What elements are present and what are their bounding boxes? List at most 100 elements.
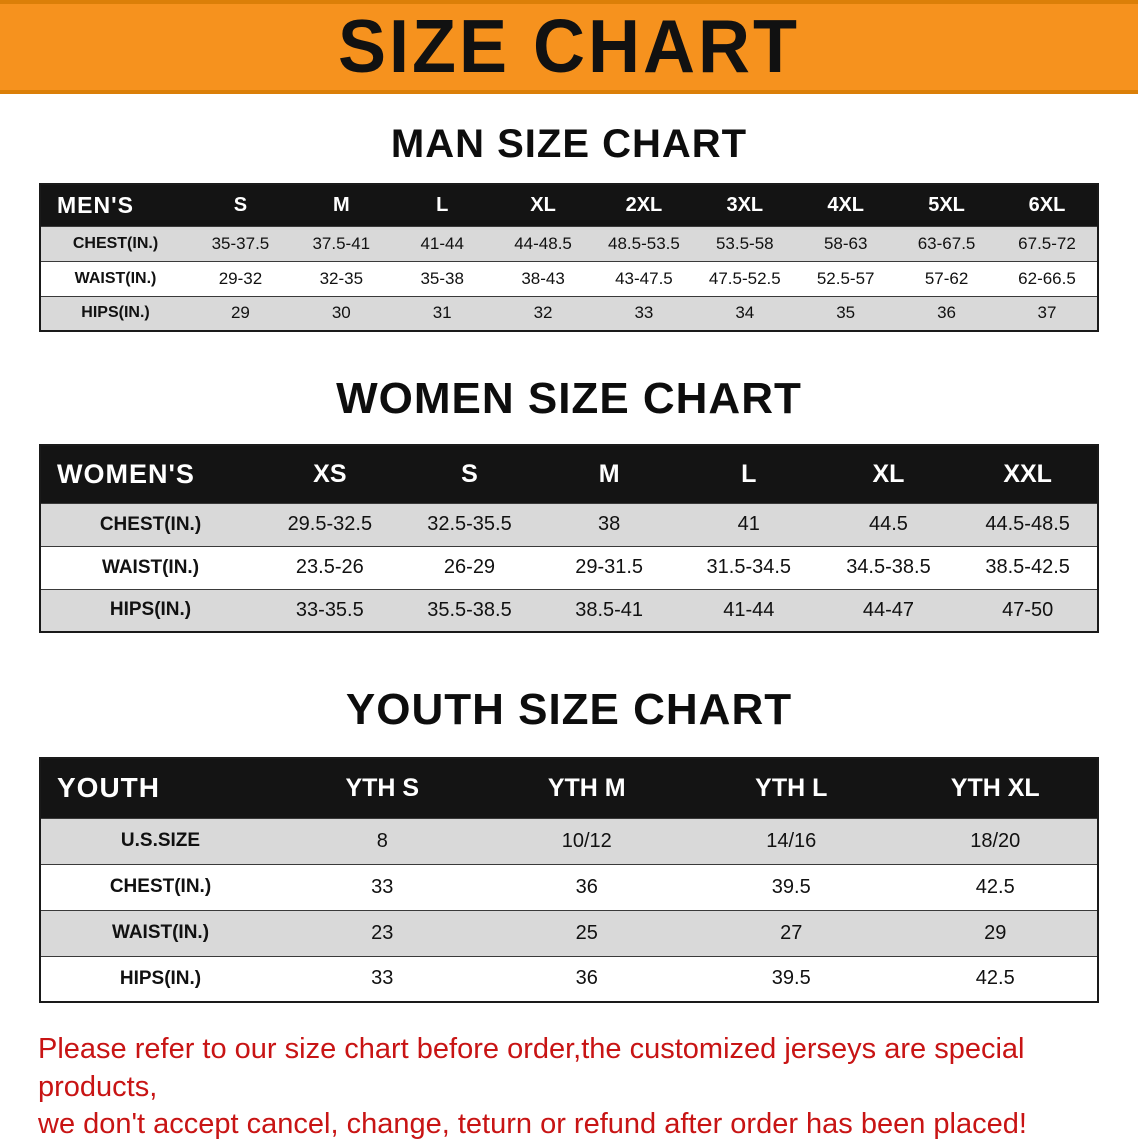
size-value: 58-63 bbox=[795, 225, 897, 261]
disclaimer: Please refer to our size chart before or… bbox=[38, 1031, 1100, 1144]
size-value: 33 bbox=[593, 295, 695, 331]
size-value: 33 bbox=[280, 955, 485, 1002]
size-value: 44-48.5 bbox=[492, 225, 594, 261]
youth-size-table: YOUTH YTH S YTH M YTH L YTH XL U.S.SIZE 8 10/12… bbox=[39, 757, 1099, 1003]
size-value: 44-47 bbox=[818, 588, 959, 632]
size-column-header: M bbox=[290, 184, 392, 226]
size-value: 42.5 bbox=[893, 955, 1098, 1002]
size-value: 44.5 bbox=[818, 502, 959, 546]
row-label: HIPS(IN.) bbox=[40, 955, 280, 1002]
size-column-header: XL bbox=[818, 445, 959, 503]
men-size-table: MEN'S S M L XL 2XL 3XL 4XL 5XL 6XL CHEST(IN.) 35-37… bbox=[39, 183, 1099, 332]
size-value: 26-29 bbox=[399, 545, 540, 589]
size-value: 30 bbox=[290, 295, 392, 331]
size-column-header: M bbox=[539, 445, 679, 503]
table-title-cell: WOMEN'S bbox=[40, 445, 260, 503]
size-value: 38.5-41 bbox=[539, 588, 679, 632]
size-value: 62-66.5 bbox=[997, 260, 1098, 296]
table-row: WAIST(IN.) 29-32 32-35 35-38 38-43 43-47.5 47.… bbox=[40, 260, 1098, 296]
size-value: 36 bbox=[484, 863, 689, 910]
size-value: 41-44 bbox=[678, 588, 819, 632]
row-label: U.S.SIZE bbox=[40, 817, 280, 864]
size-value: 8 bbox=[280, 817, 485, 864]
row-label: HIPS(IN.) bbox=[40, 295, 190, 331]
size-value: 31.5-34.5 bbox=[678, 545, 819, 589]
size-column-header: S bbox=[190, 184, 291, 226]
size-value: 34.5-38.5 bbox=[818, 545, 959, 589]
header-row: WOMEN'S XS S M L XL XXL bbox=[40, 445, 1098, 503]
size-value: 41-44 bbox=[391, 225, 493, 261]
size-value: 43-47.5 bbox=[593, 260, 695, 296]
men-size-section: MAN SIZE CHART MEN'S S M L XL 2XL 3XL 4XL 5XL 6XL… bbox=[0, 122, 1138, 332]
size-value: 35 bbox=[795, 295, 897, 331]
size-value: 37 bbox=[997, 295, 1098, 331]
size-value: 44.5-48.5 bbox=[958, 502, 1098, 546]
row-label: CHEST(IN.) bbox=[40, 863, 280, 910]
size-chart-banner: SIZE CHART bbox=[0, 0, 1138, 94]
size-value: 52.5-57 bbox=[795, 260, 897, 296]
size-column-header: 4XL bbox=[795, 184, 897, 226]
size-value: 35.5-38.5 bbox=[399, 588, 540, 632]
header-row: MEN'S S M L XL 2XL 3XL 4XL 5XL 6XL bbox=[40, 184, 1098, 226]
size-value: 48.5-53.5 bbox=[593, 225, 695, 261]
size-column-header: 5XL bbox=[896, 184, 997, 226]
women-size-section: WOMEN SIZE CHART WOMEN'S XS S M L XL XXL CHEST(… bbox=[0, 374, 1138, 633]
size-value: 47-50 bbox=[958, 588, 1098, 632]
table-title-cell: MEN'S bbox=[40, 184, 190, 226]
size-column-header: 2XL bbox=[593, 184, 695, 226]
size-value: 42.5 bbox=[893, 863, 1098, 910]
youth-size-table-wrap: YOUTH YTH S YTH M YTH L YTH XL U.S.SIZE 8 10/12… bbox=[0, 757, 1138, 1003]
youth-section-heading: YOUTH SIZE CHART bbox=[345, 685, 793, 734]
size-value: 63-67.5 bbox=[896, 225, 997, 261]
table-row: CHEST(IN.) 29.5-32.5 32.5-35.5 38 41 44.5 44.5… bbox=[40, 502, 1098, 546]
table-row: HIPS(IN.) 29 30 31 32 33 34 35 36 37 bbox=[40, 295, 1098, 331]
size-value: 53.5-58 bbox=[694, 225, 796, 261]
size-value: 35-37.5 bbox=[190, 225, 291, 261]
size-value: 23.5-26 bbox=[260, 545, 400, 589]
row-label: WAIST(IN.) bbox=[40, 260, 190, 296]
women-size-table: WOMEN'S XS S M L XL XXL CHEST(IN.) 29.5-32.5 32.5… bbox=[39, 444, 1099, 633]
size-value: 32-35 bbox=[290, 260, 392, 296]
size-value: 35-38 bbox=[391, 260, 493, 296]
size-value: 14/16 bbox=[689, 817, 894, 864]
size-column-header: S bbox=[399, 445, 540, 503]
women-section-heading: WOMEN SIZE CHART bbox=[336, 374, 802, 423]
header-row: YOUTH YTH S YTH M YTH L YTH XL bbox=[40, 758, 1098, 818]
table-title-cell: YOUTH bbox=[40, 758, 280, 818]
size-value: 33 bbox=[280, 863, 485, 910]
size-value: 32 bbox=[492, 295, 594, 331]
table-row: CHEST(IN.) 33 36 39.5 42.5 bbox=[40, 863, 1098, 910]
table-row: CHEST(IN.) 35-37.5 37.5-41 41-44 44-48.5 48.5… bbox=[40, 225, 1098, 261]
size-value: 36 bbox=[896, 295, 997, 331]
size-column-header: XL bbox=[492, 184, 594, 226]
size-value: 18/20 bbox=[893, 817, 1098, 864]
row-label: CHEST(IN.) bbox=[40, 502, 260, 546]
size-column-header: 6XL bbox=[997, 184, 1098, 226]
size-value: 29 bbox=[190, 295, 291, 331]
row-label: CHEST(IN.) bbox=[40, 225, 190, 261]
size-value: 33-35.5 bbox=[260, 588, 400, 632]
size-column-header: YTH S bbox=[280, 758, 485, 818]
size-value: 29 bbox=[893, 909, 1098, 956]
size-value: 31 bbox=[391, 295, 493, 331]
size-value: 41 bbox=[678, 502, 819, 546]
size-value: 10/12 bbox=[484, 817, 689, 864]
size-column-header: L bbox=[391, 184, 493, 226]
size-column-header: 3XL bbox=[694, 184, 796, 226]
men-size-table-wrap: MEN'S S M L XL 2XL 3XL 4XL 5XL 6XL CHEST(IN.) 35-37… bbox=[0, 183, 1138, 332]
size-value: 34 bbox=[694, 295, 796, 331]
size-value: 39.5 bbox=[689, 955, 894, 1002]
youth-size-section: YOUTH SIZE CHART YOUTH YTH S YTH M YTH L YTH… bbox=[0, 685, 1138, 1003]
size-value: 37.5-41 bbox=[290, 225, 392, 261]
table-row: HIPS(IN.) 33 36 39.5 42.5 bbox=[40, 955, 1098, 1002]
table-row: HIPS(IN.) 33-35.5 35.5-38.5 38.5-41 41-44 44-… bbox=[40, 588, 1098, 632]
women-size-table-wrap: WOMEN'S XS S M L XL XXL CHEST(IN.) 29.5-32.5 32.5… bbox=[0, 444, 1138, 633]
size-value: 23 bbox=[280, 909, 485, 956]
row-label: WAIST(IN.) bbox=[40, 909, 280, 956]
table-row: WAIST(IN.) 23.5-26 26-29 29-31.5 31.5-34.5 34… bbox=[40, 545, 1098, 589]
disclaimer-line-2: we don't accept cancel, change, teturn o… bbox=[38, 1108, 1027, 1141]
size-column-header: YTH M bbox=[484, 758, 689, 818]
size-value: 67.5-72 bbox=[997, 225, 1098, 261]
size-value: 29-32 bbox=[190, 260, 291, 296]
size-column-header: XXL bbox=[958, 445, 1098, 503]
